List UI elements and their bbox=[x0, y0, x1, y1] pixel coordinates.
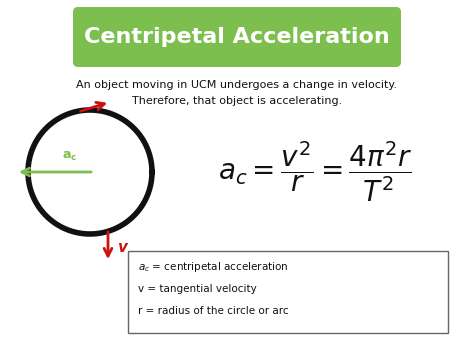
Text: Centripetal Acceleration: Centripetal Acceleration bbox=[84, 27, 390, 47]
Text: $a_c$ = centripetal acceleration: $a_c$ = centripetal acceleration bbox=[138, 260, 289, 274]
Text: An object moving in UCM undergoes a change in velocity.: An object moving in UCM undergoes a chan… bbox=[76, 80, 398, 90]
FancyBboxPatch shape bbox=[73, 7, 401, 67]
Text: r = radius of the circle or arc: r = radius of the circle or arc bbox=[138, 306, 289, 316]
FancyBboxPatch shape bbox=[128, 251, 448, 333]
Text: $a_c = \dfrac{v^2}{r} = \dfrac{4\pi^2 r}{T^2}$: $a_c = \dfrac{v^2}{r} = \dfrac{4\pi^2 r}… bbox=[218, 140, 412, 204]
Text: v: v bbox=[117, 240, 127, 256]
Text: $\mathbf{a_c}$: $\mathbf{a_c}$ bbox=[63, 149, 78, 163]
Text: v = tangential velocity: v = tangential velocity bbox=[138, 284, 257, 294]
Text: Therefore, that object is accelerating.: Therefore, that object is accelerating. bbox=[132, 96, 342, 106]
